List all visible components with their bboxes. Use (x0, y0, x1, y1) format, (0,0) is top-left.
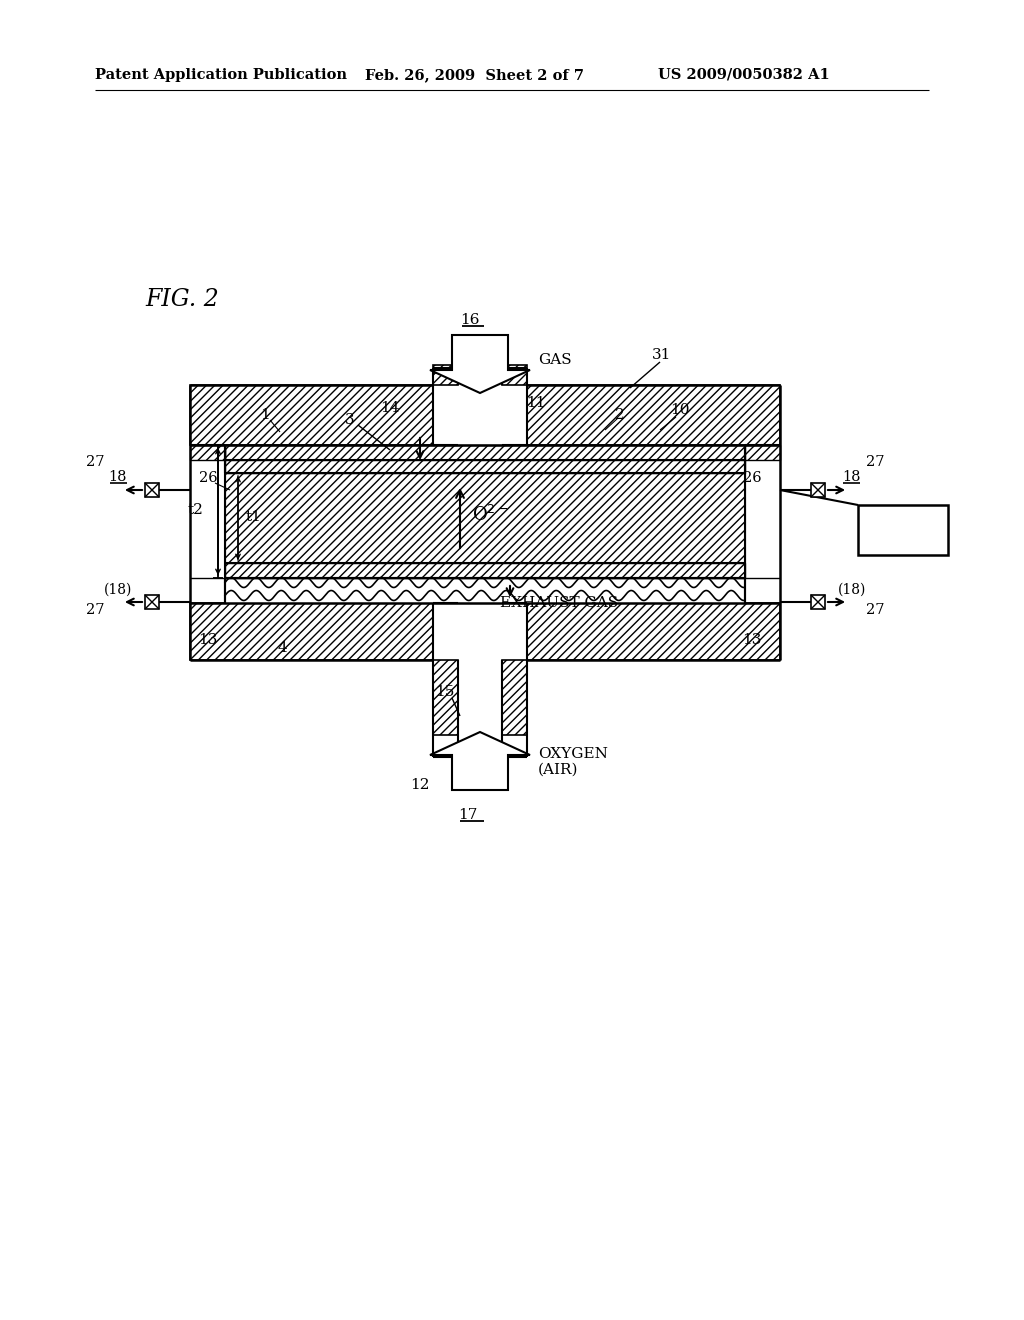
Bar (225, 473, 745, 564)
Text: 27: 27 (86, 455, 104, 469)
Bar (811, 595, 825, 609)
Text: 14: 14 (380, 401, 399, 414)
Bar (145, 483, 159, 498)
Text: 11: 11 (526, 396, 546, 411)
Bar (433, 366, 458, 385)
Text: 26: 26 (742, 471, 761, 484)
Text: 13: 13 (199, 634, 218, 647)
Bar (502, 366, 527, 385)
Bar (190, 603, 433, 660)
Bar (811, 483, 825, 498)
Text: FIG. 2: FIG. 2 (145, 289, 219, 312)
Text: 16: 16 (460, 313, 480, 327)
Bar (502, 660, 527, 735)
Text: 12: 12 (411, 777, 430, 792)
Text: 15: 15 (435, 685, 455, 700)
Text: GAS: GAS (538, 352, 571, 367)
Text: 26: 26 (199, 471, 217, 484)
Text: 27: 27 (865, 455, 885, 469)
Text: EXHAUST GAS: EXHAUST GAS (500, 597, 618, 610)
Text: 27: 27 (865, 603, 885, 616)
Bar (225, 578, 745, 603)
Text: t1: t1 (246, 510, 262, 524)
Text: (18): (18) (103, 583, 132, 597)
Text: 31: 31 (652, 348, 672, 362)
Text: 10: 10 (671, 403, 690, 417)
Text: 18: 18 (843, 470, 861, 484)
Bar (225, 564, 745, 578)
Bar (225, 459, 745, 473)
Text: t2: t2 (188, 503, 204, 517)
Bar (190, 385, 433, 445)
Bar (745, 445, 780, 459)
Text: 4: 4 (278, 642, 287, 655)
Text: LOAD: LOAD (877, 521, 930, 539)
Text: 3: 3 (345, 413, 354, 426)
Bar (527, 603, 780, 660)
Text: 13: 13 (742, 634, 762, 647)
Bar (225, 445, 745, 459)
Text: (18): (18) (838, 583, 866, 597)
Bar (858, 506, 948, 554)
Text: Patent Application Publication: Patent Application Publication (95, 69, 347, 82)
Text: O$^{2-}$: O$^{2-}$ (472, 506, 509, 525)
Text: 27: 27 (86, 603, 104, 616)
Text: OXYGEN
(AIR): OXYGEN (AIR) (538, 747, 608, 777)
Polygon shape (430, 733, 530, 789)
Polygon shape (430, 335, 530, 393)
Bar (145, 595, 159, 609)
Text: Feb. 26, 2009  Sheet 2 of 7: Feb. 26, 2009 Sheet 2 of 7 (365, 69, 584, 82)
Text: US 2009/0050382 A1: US 2009/0050382 A1 (658, 69, 829, 82)
Bar (527, 385, 780, 445)
Text: 2: 2 (615, 408, 625, 422)
Bar (433, 660, 458, 735)
Text: 17: 17 (459, 808, 477, 822)
Text: 18: 18 (109, 470, 127, 484)
Bar (190, 445, 225, 459)
Text: 1: 1 (260, 408, 270, 422)
